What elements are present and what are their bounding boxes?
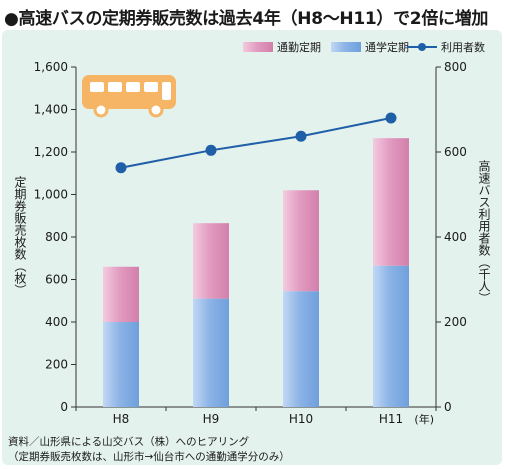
legend-label: 通勤定期: [277, 40, 321, 54]
users-line: [120, 117, 392, 169]
legend-swatch: [331, 42, 361, 52]
x-tick-label: H8: [113, 412, 130, 426]
legend: 通勤定期 通学定期 利用者数: [243, 40, 485, 54]
users-point: [115, 162, 127, 174]
line-series: [115, 112, 397, 174]
bar-commuter: [373, 138, 409, 266]
bar-student: [193, 298, 229, 407]
bus-icon: [82, 75, 176, 118]
y2-tick-label: 400: [444, 230, 467, 244]
y-tick-label: 0: [60, 400, 68, 414]
bars: [103, 138, 409, 407]
y2-tick-label: 800: [444, 60, 467, 74]
tick-labels: 0 200 400 600 800 1,000 1,200 1,400 1,600 0 200 400…: [34, 60, 467, 426]
y2-tick-label: 600: [444, 145, 467, 159]
y-tick-label: 1,400: [34, 103, 68, 117]
scope-note: （定期券販売枚数は、山形市→仙台市への通勤通学分のみ）: [8, 451, 290, 463]
bar-student: [283, 291, 319, 407]
page-title: ●高速バスの定期券販売数は過去4年（H8〜H11）で2倍に増加: [4, 9, 489, 29]
bar-commuter: [193, 223, 229, 299]
y-tick-label: 1,200: [34, 145, 68, 159]
legend-label: 利用者数: [441, 41, 485, 54]
x-tick-label: H11: [379, 412, 403, 426]
x-unit-label: (年): [414, 412, 434, 426]
y-tick-label: 400: [45, 315, 68, 329]
y-tick-label: 1,600: [34, 60, 68, 74]
legend-label: 通学定期: [365, 40, 409, 54]
bar-student: [373, 265, 409, 407]
x-tick-label: H10: [289, 412, 313, 426]
y-tick-label: 800: [45, 230, 68, 244]
bar-commuter: [283, 190, 319, 292]
legend-swatch: [243, 42, 273, 52]
y-axis-label: 定期券販売枚数（枚）: [13, 176, 27, 296]
y2-tick-label: 0: [444, 400, 452, 414]
bar-commuter: [103, 266, 139, 322]
users-point: [385, 112, 397, 124]
bar-student: [103, 322, 139, 407]
users-point: [295, 130, 307, 142]
x-tick-label: H9: [203, 412, 220, 426]
y-tick-label: 600: [45, 273, 68, 287]
users-point: [205, 144, 217, 156]
y-tick-label: 200: [45, 358, 68, 372]
source-note: 資料／山形県による山交バス（株）へのヒアリング: [8, 436, 250, 448]
y2-tick-label: 200: [444, 315, 467, 329]
legend-marker: [418, 43, 426, 51]
y2-axis-label: 高速バス利用者数（千人）: [477, 160, 491, 304]
y-tick-label: 1,000: [34, 188, 68, 202]
